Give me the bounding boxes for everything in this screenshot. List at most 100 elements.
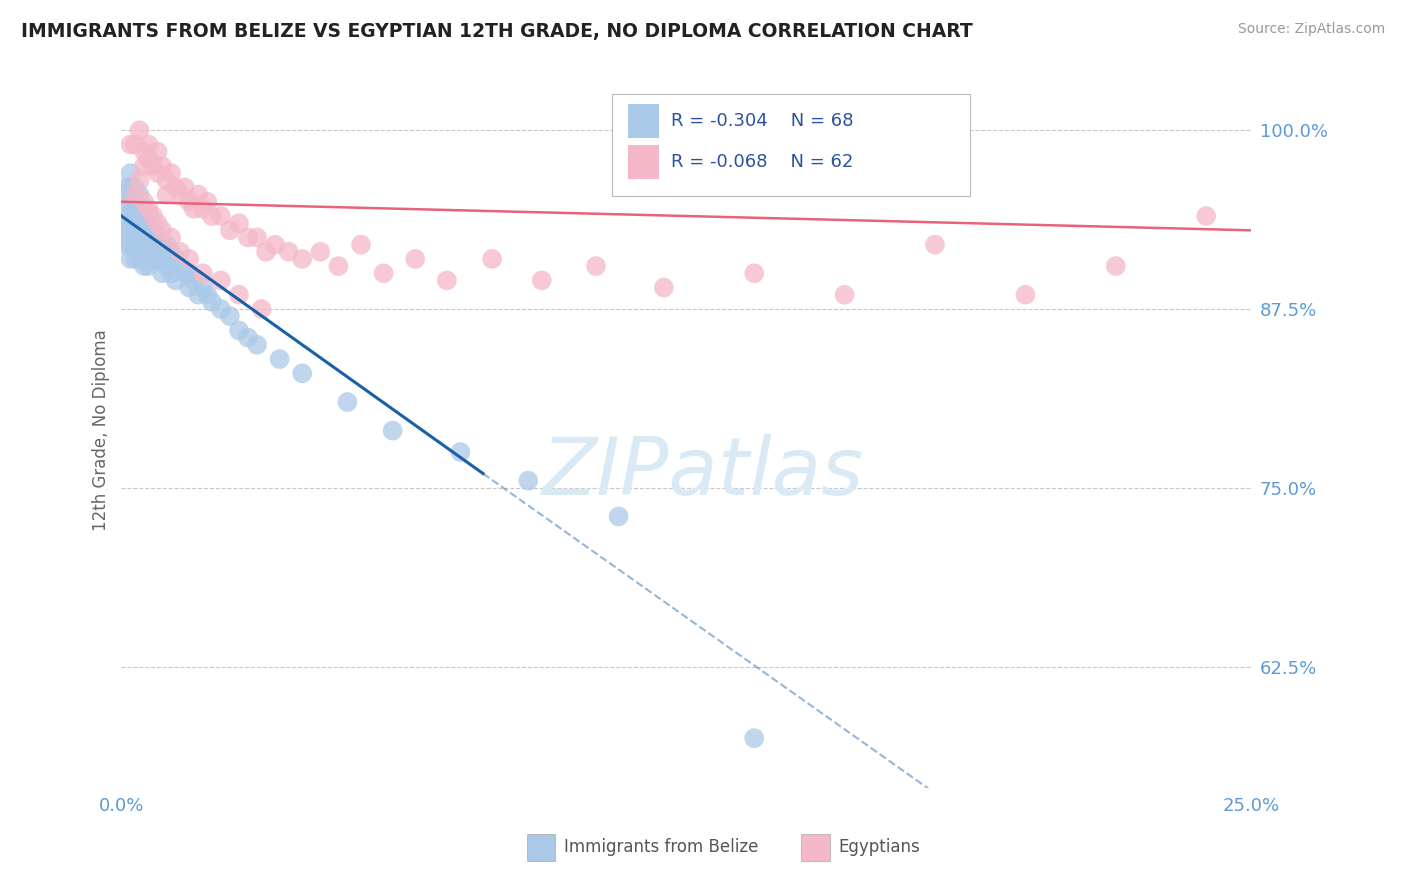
Point [173,180,195,194]
Point [236,330,259,344]
Point [115,194,138,209]
Point [246,338,269,352]
Point [183,202,205,216]
Text: Immigrants from Belize: Immigrants from Belize [564,838,758,856]
Point [115,180,138,194]
Point [924,237,946,252]
Point [138,209,160,223]
Point [120,194,142,209]
Point [124,180,146,194]
Point [269,352,291,367]
Point [132,159,155,173]
Point [160,244,183,259]
Point [179,194,201,209]
Point [132,259,155,273]
Point [187,287,209,301]
Point [160,230,183,244]
Text: Source: ZipAtlas.com: Source: ZipAtlas.com [1237,22,1385,37]
Point [291,367,314,381]
Point [160,266,183,280]
Point [138,244,160,259]
Point [219,223,242,237]
Point [132,216,155,230]
Point [209,301,232,316]
Point [404,252,426,266]
Point [132,202,155,216]
Point [138,137,160,152]
Point [160,166,183,180]
Point [209,209,232,223]
Point [115,237,138,252]
Y-axis label: 12th Grade, No Diploma: 12th Grade, No Diploma [93,330,110,532]
Point [1105,259,1128,273]
Point [128,123,150,137]
Point [350,237,373,252]
Point [146,252,169,266]
Point [150,237,173,252]
Point [436,273,458,287]
Point [150,252,173,266]
Point [128,252,150,266]
Point [142,159,165,173]
Point [132,145,155,159]
Point [209,273,232,287]
Point [1195,209,1218,223]
Point [1014,287,1036,301]
Point [128,173,150,187]
Point [124,223,146,237]
Point [128,187,150,202]
Point [530,273,553,287]
Point [246,230,269,244]
Point [150,266,173,280]
Point [132,230,155,244]
Text: R = -0.068    N = 62: R = -0.068 N = 62 [671,153,853,171]
Point [138,230,160,244]
Point [124,137,146,152]
Point [517,474,540,488]
Point [187,187,209,202]
Point [742,266,765,280]
Point [124,252,146,266]
Text: IMMIGRANTS FROM BELIZE VS EGYPTIAN 12TH GRADE, NO DIPLOMA CORRELATION CHART: IMMIGRANTS FROM BELIZE VS EGYPTIAN 12TH … [21,22,973,41]
Point [607,509,630,524]
Point [115,223,138,237]
Point [146,166,169,180]
Point [120,237,142,252]
Point [120,180,142,194]
Point [449,445,471,459]
Point [481,252,503,266]
Point [195,194,218,209]
Point [142,237,165,252]
Point [124,209,146,223]
Point [124,237,146,252]
Point [128,237,150,252]
Point [146,216,169,230]
Point [191,266,214,280]
Point [191,280,214,294]
Point [142,209,165,223]
Point [254,244,277,259]
Point [179,266,201,280]
Point [146,230,169,244]
Point [124,187,146,202]
Point [228,216,250,230]
Point [264,237,287,252]
Point [138,259,160,273]
Point [150,159,173,173]
Point [169,244,191,259]
Point [179,252,201,266]
Point [201,294,224,309]
Point [228,287,250,301]
Point [236,230,259,244]
Point [165,273,187,287]
Point [834,287,856,301]
Point [128,209,150,223]
Point [150,223,173,237]
Point [120,166,142,180]
Point [277,244,299,259]
Point [120,223,142,237]
Point [179,280,201,294]
Point [173,266,195,280]
Point [309,244,332,259]
Point [138,152,160,166]
